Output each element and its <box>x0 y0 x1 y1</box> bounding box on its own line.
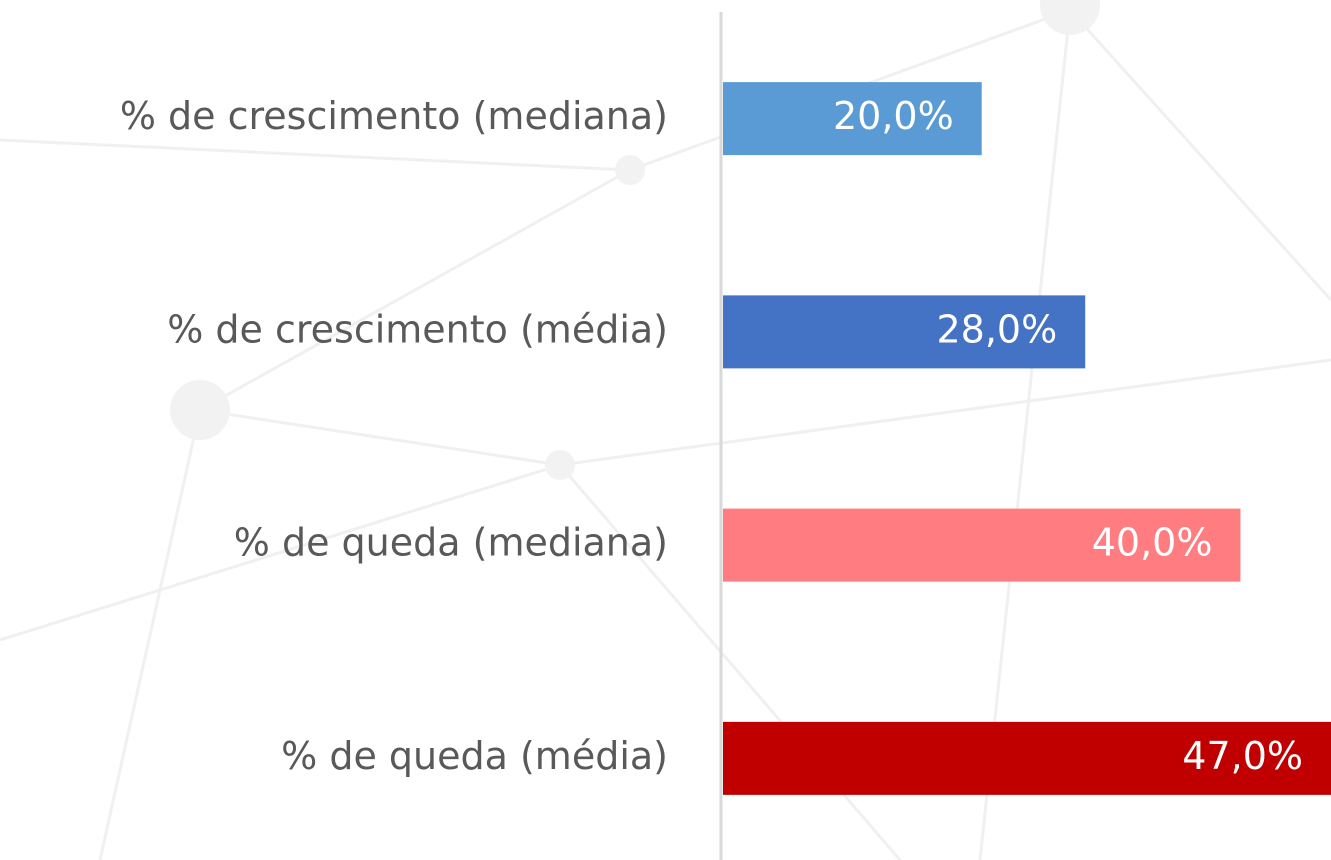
value-label: 47,0% <box>1182 734 1303 778</box>
bar <box>723 295 1086 369</box>
value-label: 20,0% <box>833 94 954 138</box>
category-label: % de crescimento (média) <box>167 307 668 351</box>
category-label: % de queda (média) <box>281 734 668 778</box>
value-label: 28,0% <box>936 307 1057 351</box>
value-label: 40,0% <box>1092 521 1213 565</box>
category-label: % de queda (mediana) <box>234 521 668 565</box>
bar <box>723 508 1241 582</box>
bar <box>723 82 982 156</box>
bar <box>723 721 1331 795</box>
category-label: % de crescimento (mediana) <box>120 94 668 138</box>
